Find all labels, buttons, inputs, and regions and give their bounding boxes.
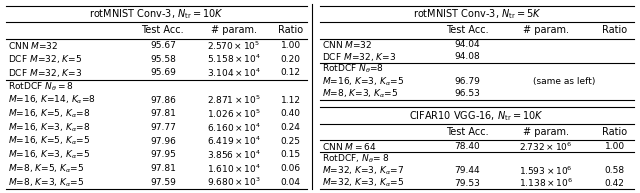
Text: 1.00: 1.00 <box>605 142 625 151</box>
Text: $5.158\times10^4$: $5.158\times10^4$ <box>207 53 260 65</box>
Text: $3.104\times10^4$: $3.104\times10^4$ <box>207 67 260 79</box>
Text: $3.856\times10^4$: $3.856\times10^4$ <box>207 149 260 161</box>
Text: $6.419\times10^4$: $6.419\times10^4$ <box>207 135 260 147</box>
Text: $M$=16, $K$=5, $K_\alpha$=5: $M$=16, $K$=5, $K_\alpha$=5 <box>8 135 90 147</box>
Text: 97.86: 97.86 <box>150 96 176 105</box>
Text: rotMNIST Conv-3, $N_{\mathrm{tr}} = 5K$: rotMNIST Conv-3, $N_{\mathrm{tr}} = 5K$ <box>413 7 541 21</box>
Text: $M$=32, $K$=3, $K_\alpha$=7: $M$=32, $K$=3, $K_\alpha$=7 <box>321 165 404 177</box>
Text: 0.58: 0.58 <box>605 166 625 175</box>
Text: $9.680\times10^3$: $9.680\times10^3$ <box>207 176 260 189</box>
Text: Ratio: Ratio <box>278 25 303 35</box>
Text: $M$=16, $K$=3, $K_\alpha$=8: $M$=16, $K$=3, $K_\alpha$=8 <box>8 121 90 134</box>
Text: $M$=8, $K$=5, $K_\alpha$=5: $M$=8, $K$=5, $K_\alpha$=5 <box>8 162 84 175</box>
Text: 0.15: 0.15 <box>280 150 301 159</box>
Text: 0.42: 0.42 <box>605 179 625 188</box>
Text: $1.138\times10^6$: $1.138\times10^6$ <box>519 177 573 189</box>
Text: rotMNIST Conv-3, $N_{\mathrm{tr}} = 10K$: rotMNIST Conv-3, $N_{\mathrm{tr}} = 10K$ <box>90 7 224 21</box>
Text: $M$=16, $K$=3, $K_\alpha$=5: $M$=16, $K$=3, $K_\alpha$=5 <box>321 75 404 88</box>
Text: $M$=8, $K$=3, $K_\alpha$=5: $M$=8, $K$=3, $K_\alpha$=5 <box>8 176 84 189</box>
Text: 79.44: 79.44 <box>454 166 480 175</box>
Text: RotDCF, $N_\theta$= 8: RotDCF, $N_\theta$= 8 <box>321 152 389 165</box>
Text: 0.12: 0.12 <box>281 68 301 77</box>
Text: $M$=16, $K$=14, $K_\alpha$=8: $M$=16, $K$=14, $K_\alpha$=8 <box>8 94 96 106</box>
Text: DCF $M$=32, $K$=3: DCF $M$=32, $K$=3 <box>8 67 82 79</box>
Text: CNN $M$=32: CNN $M$=32 <box>8 40 58 51</box>
Text: # param.: # param. <box>523 127 569 137</box>
Text: 97.81: 97.81 <box>150 164 176 173</box>
Text: 97.95: 97.95 <box>150 150 176 159</box>
Text: CNN $M$=32: CNN $M$=32 <box>321 39 372 50</box>
Text: 96.53: 96.53 <box>454 89 481 98</box>
Text: Test Acc.: Test Acc. <box>446 25 489 35</box>
Text: RotDCF $N_\theta = 8$: RotDCF $N_\theta = 8$ <box>8 80 74 93</box>
Text: $1.026\times10^5$: $1.026\times10^5$ <box>207 108 260 120</box>
Text: Ratio: Ratio <box>602 127 627 137</box>
Text: 97.96: 97.96 <box>150 137 176 146</box>
Text: 1.12: 1.12 <box>281 96 301 105</box>
Text: 97.77: 97.77 <box>150 123 176 132</box>
Text: $M$=32, $K$=3, $K_\alpha$=5: $M$=32, $K$=3, $K_\alpha$=5 <box>321 177 404 189</box>
Text: 0.04: 0.04 <box>281 178 301 187</box>
Text: RotDCF $N_\theta$=8: RotDCF $N_\theta$=8 <box>321 63 383 75</box>
Text: $2.570\times10^5$: $2.570\times10^5$ <box>207 39 260 52</box>
Text: 0.40: 0.40 <box>281 109 301 118</box>
Text: 95.67: 95.67 <box>150 41 176 50</box>
Text: 0.25: 0.25 <box>281 137 301 146</box>
Text: DCF $M$=32, $K$=5: DCF $M$=32, $K$=5 <box>8 53 82 65</box>
Text: $M$=8, $K$=3, $K_\alpha$=5: $M$=8, $K$=3, $K_\alpha$=5 <box>321 87 398 100</box>
Text: Test Acc.: Test Acc. <box>446 127 489 137</box>
Text: 97.59: 97.59 <box>150 178 176 187</box>
Text: 95.58: 95.58 <box>150 55 176 64</box>
Text: 0.20: 0.20 <box>281 55 301 64</box>
Text: # param.: # param. <box>523 25 569 35</box>
Text: 79.53: 79.53 <box>454 179 481 188</box>
Text: Test Acc.: Test Acc. <box>141 25 184 35</box>
Text: $2.732\times10^6$: $2.732\times10^6$ <box>519 140 572 152</box>
Text: $1.593\times10^6$: $1.593\times10^6$ <box>519 165 573 177</box>
Text: 96.79: 96.79 <box>454 77 481 86</box>
Text: $6.160\times10^4$: $6.160\times10^4$ <box>207 121 260 134</box>
Text: 97.81: 97.81 <box>150 109 176 118</box>
Text: Ratio: Ratio <box>602 25 627 35</box>
Text: 94.08: 94.08 <box>454 52 480 61</box>
Text: CNN $M = 64$: CNN $M = 64$ <box>321 141 376 152</box>
Text: $2.871\times10^5$: $2.871\times10^5$ <box>207 94 260 106</box>
Text: DCF $M$=32, $K$=3: DCF $M$=32, $K$=3 <box>321 51 396 63</box>
Text: $1.610\times10^4$: $1.610\times10^4$ <box>207 163 260 175</box>
Text: $M$=16, $K$=3, $K_\alpha$=5: $M$=16, $K$=3, $K_\alpha$=5 <box>8 149 90 161</box>
Text: (same as left): (same as left) <box>533 77 596 86</box>
Text: 0.06: 0.06 <box>280 164 301 173</box>
Text: CIFAR10 VGG-16, $N_{\mathrm{tr}} = 10K$: CIFAR10 VGG-16, $N_{\mathrm{tr}} = 10K$ <box>410 109 544 123</box>
Text: # param.: # param. <box>211 25 257 35</box>
Text: 78.40: 78.40 <box>454 142 480 151</box>
Text: 0.24: 0.24 <box>281 123 301 132</box>
Text: 1.00: 1.00 <box>280 41 301 50</box>
Text: $M$=16, $K$=5, $K_\alpha$=8: $M$=16, $K$=5, $K_\alpha$=8 <box>8 108 90 120</box>
Text: 95.69: 95.69 <box>150 68 176 77</box>
Text: 94.04: 94.04 <box>454 40 480 49</box>
